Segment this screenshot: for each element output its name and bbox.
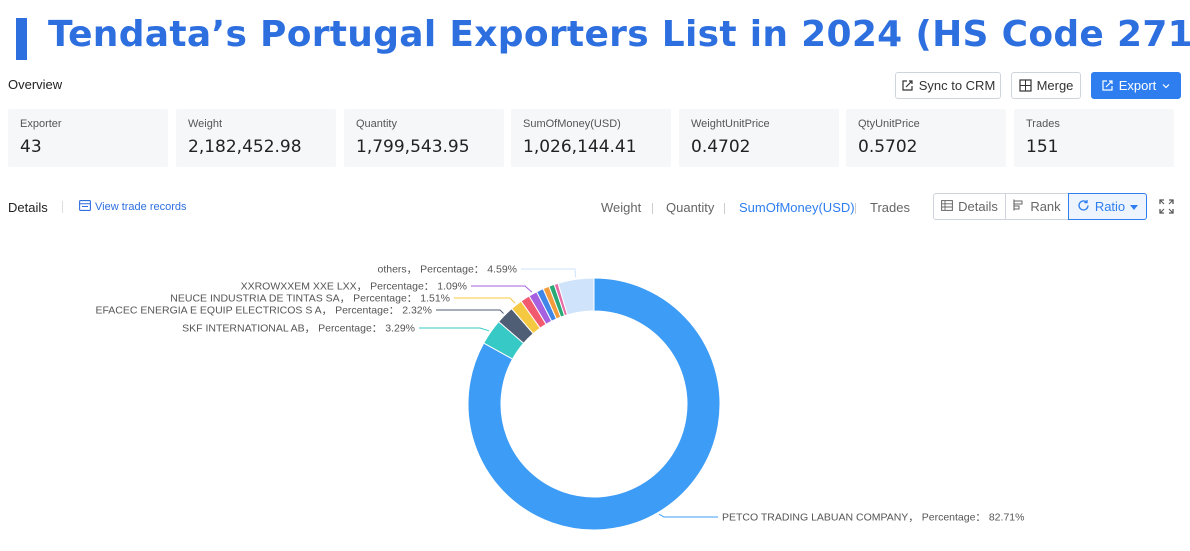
slice-label-xxrowxxem-xxe-lxx: XXROWXXEM XXE LXX， Percentage： 1.09% <box>241 281 467 293</box>
slice-label-others: others， Percentage： 4.59% <box>378 264 518 276</box>
merge-button[interactable]: Merge <box>1011 72 1081 99</box>
stat-card-sum-of-money: SumOfMoney(USD) 1,026,144.41 <box>511 109 671 167</box>
stat-label: QtyUnitPrice <box>858 118 920 130</box>
view-rank-button[interactable]: Rank <box>1005 193 1069 220</box>
stat-value: 1,026,144.41 <box>523 137 637 157</box>
view-trade-records-link[interactable]: View trade records <box>79 200 187 214</box>
stat-label: Trades <box>1026 118 1060 130</box>
sync-button-label: Sync to CRM <box>918 78 996 93</box>
view-details-label: Details <box>958 199 998 214</box>
exporter-share-donut-chart: PETCO TRADING LABUAN COMPANY， Percentage… <box>95 264 1024 531</box>
stat-card-qty-unit-price: QtyUnitPrice 0.5702 <box>846 109 1006 167</box>
merge-button-label: Merge <box>1036 78 1074 93</box>
divider <box>724 203 725 214</box>
label-leader-line <box>471 285 533 293</box>
stat-card-exporter: Exporter 43 <box>8 109 168 167</box>
bar-chart-icon <box>1013 199 1025 214</box>
stat-card-weight-unit-price: WeightUnitPrice 0.4702 <box>679 109 839 167</box>
stat-label: Quantity <box>356 118 397 130</box>
view-details-button[interactable]: Details <box>933 193 1006 220</box>
sync-icon <box>901 79 914 92</box>
chevron-down-icon <box>1161 81 1171 91</box>
stat-label: SumOfMoney(USD) <box>523 118 621 130</box>
refresh-icon <box>1077 199 1090 215</box>
export-button[interactable]: Export <box>1091 72 1181 99</box>
donut-slice-petco-trading-labuan-company[interactable] <box>467 277 721 531</box>
stat-value: 151 <box>1026 137 1059 157</box>
page-title: Tendata’s Portugal Exporters List in 202… <box>48 14 1190 55</box>
export-icon <box>1101 79 1114 92</box>
slice-label-efacec-energia-e-equip-electricos-s-a: EFACEC ENERGIA E EQUIP ELECTRICOS S A， P… <box>95 305 432 317</box>
slice-label-skf-international-ab: SKF INTERNATIONAL AB， Percentage： 3.29% <box>182 323 415 335</box>
records-icon <box>79 200 91 214</box>
divider <box>62 201 63 213</box>
stat-value: 2,182,452.98 <box>188 137 302 157</box>
donut-slice-others[interactable] <box>557 277 595 316</box>
stat-label: WeightUnitPrice <box>691 118 770 130</box>
label-leader-line <box>419 327 490 332</box>
metric-tab-sum-of-money[interactable]: SumOfMoney(USD) <box>739 200 855 215</box>
slice-label-neuce-industria-de-tintas-sa: NEUCE INDUSTRIA DE TINTAS SA， Percentage… <box>170 293 450 305</box>
export-button-label: Export <box>1118 78 1157 93</box>
divider <box>652 203 653 214</box>
stat-value: 0.5702 <box>858 137 918 157</box>
view-ratio-label: Ratio <box>1094 199 1126 214</box>
view-rank-label: Rank <box>1030 199 1061 214</box>
label-leader-line <box>658 513 718 518</box>
sync-to-crm-button[interactable]: Sync to CRM <box>895 72 1001 99</box>
caret-down-icon <box>1130 199 1139 214</box>
details-label: Details <box>8 200 48 215</box>
label-leader-line <box>454 297 516 304</box>
label-leader-line <box>436 309 504 314</box>
stat-value: 43 <box>20 137 42 157</box>
stat-value: 0.4702 <box>691 137 751 157</box>
stat-card-weight: Weight 2,182,452.98 <box>176 109 336 167</box>
view-ratio-button[interactable]: Ratio <box>1068 193 1147 220</box>
merge-icon <box>1018 79 1032 92</box>
stat-card-trades: Trades 151 <box>1014 109 1174 167</box>
overview-label: Overview <box>8 77 63 92</box>
stat-card-quantity: Quantity 1,799,543.95 <box>344 109 504 167</box>
table-icon <box>941 199 954 214</box>
stat-label: Exporter <box>20 118 62 130</box>
title-accent-bar <box>16 18 27 60</box>
stat-value: 1,799,543.95 <box>356 137 470 157</box>
view-records-label: View trade records <box>95 201 187 213</box>
metric-tab-trades[interactable]: Trades <box>870 200 910 215</box>
label-leader-line <box>521 268 577 278</box>
slice-label-petco-trading-labuan-company: PETCO TRADING LABUAN COMPANY， Percentage… <box>722 512 1024 524</box>
metric-tab-quantity[interactable]: Quantity <box>666 200 715 215</box>
metric-tab-weight[interactable]: Weight <box>601 200 642 215</box>
fullscreen-icon[interactable] <box>1159 199 1174 219</box>
stat-label: Weight <box>188 118 223 130</box>
divider <box>855 203 856 214</box>
